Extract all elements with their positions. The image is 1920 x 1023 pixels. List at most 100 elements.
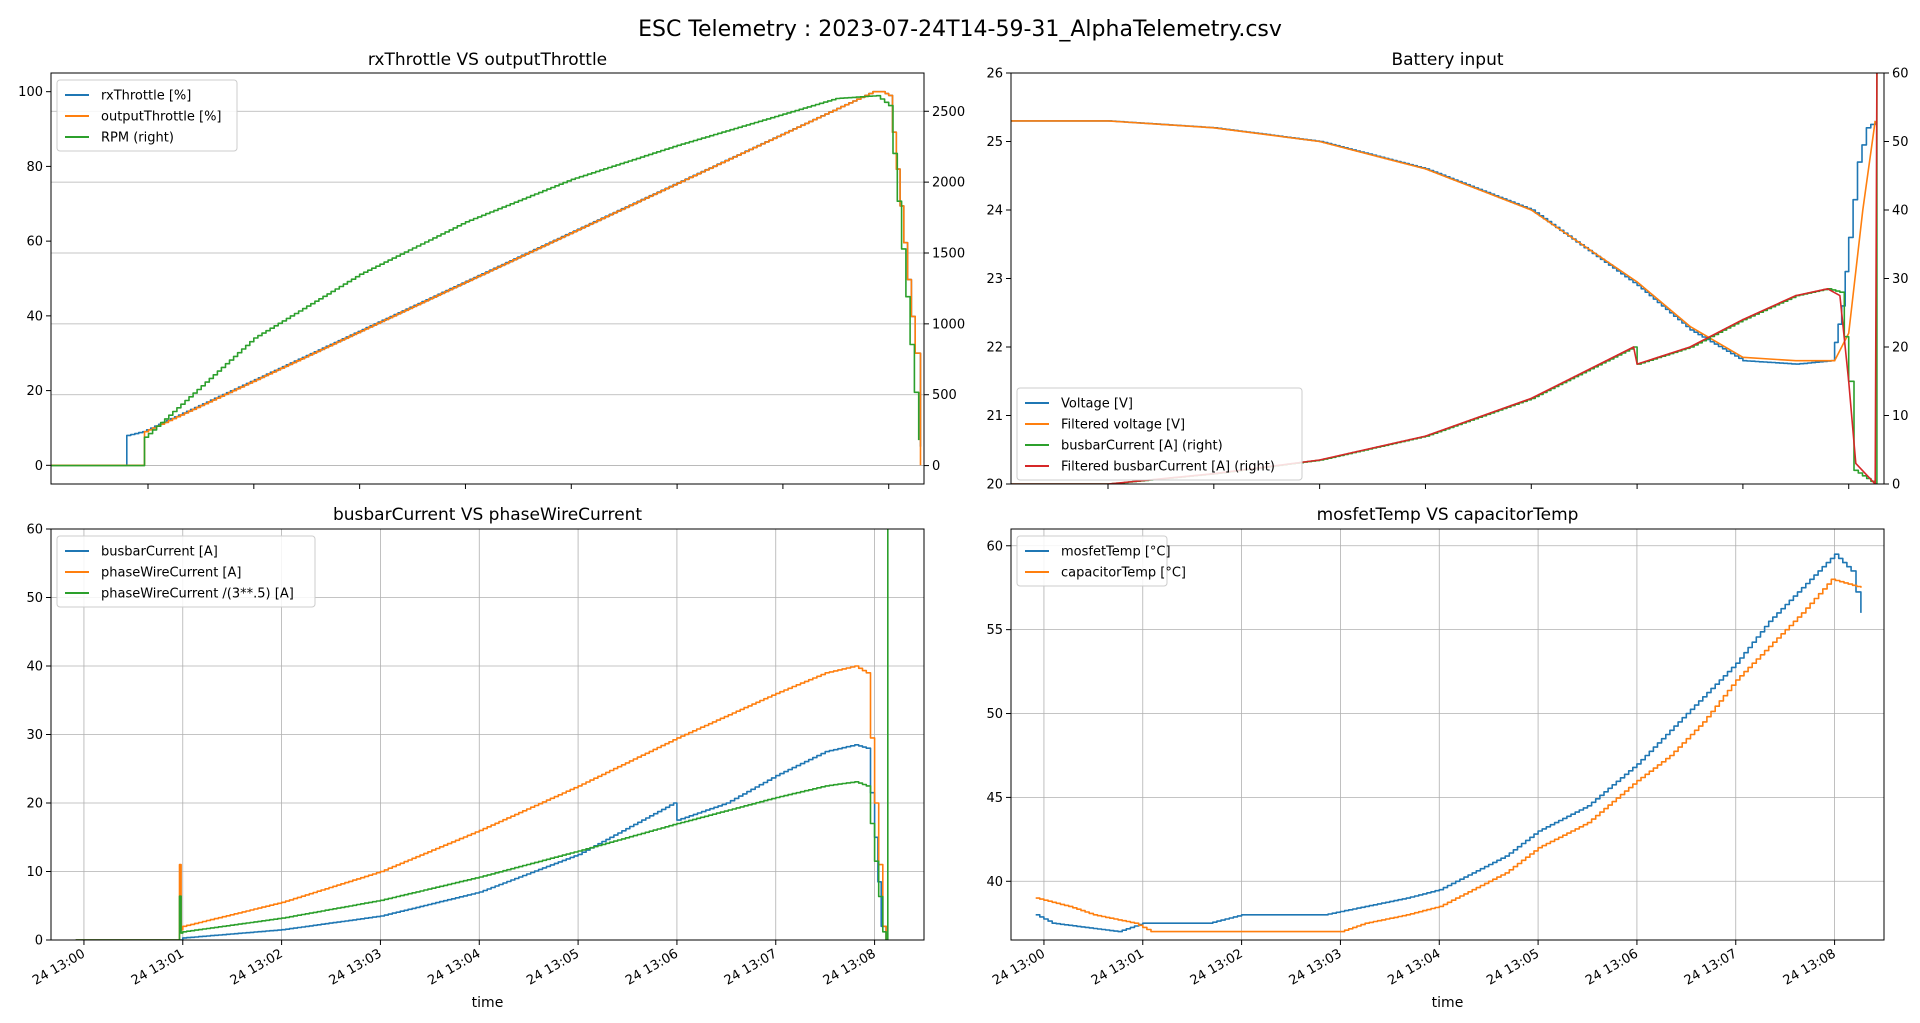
x-tick-label: 24 13:02 xyxy=(1188,946,1246,988)
panel-battery: Battery input 20 21 22 23 24 25 26 0 10 20 30 40 50 6… xyxy=(986,50,1908,493)
y-tick-label: 80 xyxy=(26,160,43,175)
x-tick-label: 24 13:05 xyxy=(524,946,582,988)
legend-box xyxy=(1016,535,1168,587)
series-line-filtered-voltage-v xyxy=(1011,120,1876,362)
x-tick-label: 24 13:04 xyxy=(425,946,483,988)
x-tick-label: 24 13:00 xyxy=(30,946,88,988)
y2-tick-label: 40 xyxy=(1892,204,1909,219)
y-tick-label: 30 xyxy=(26,728,43,743)
y2-tick-label: 1000 xyxy=(932,317,965,332)
x-tick-label: 24 13:03 xyxy=(1287,946,1345,988)
panel-current: busbarCurrent VS phaseWireCurrent 0 10 20 3… xyxy=(26,505,925,1011)
legend-box xyxy=(56,535,316,608)
y-tick-label: 40 xyxy=(26,309,43,324)
y-tick-label: 20 xyxy=(26,384,43,399)
y2-tick-label: 20 xyxy=(1892,341,1909,356)
y2-tick-label: 500 xyxy=(932,388,957,403)
axes-frame xyxy=(1010,528,1885,941)
y-tick-label: 0 xyxy=(35,459,43,474)
y-tick-label: 0 xyxy=(35,934,43,949)
panel-temps: mosfetTemp VS capacitorTemp 40 45 50 55 60 24… xyxy=(986,505,1885,1011)
y2-tick-label: 60 xyxy=(1892,67,1909,82)
series-line-phasewirecurrent-3-5-a xyxy=(75,529,889,940)
y-tick-label: 20 xyxy=(986,478,1003,493)
plot-area-current: 0 10 20 30 40 50 60 24 13:00 24 13:01 24 13:02 24 … xyxy=(26,523,925,989)
legend-label-busbarcurrent-a-right: busbarCurrent [A] (right) xyxy=(1061,439,1223,454)
x-tick-label: 24 13:03 xyxy=(327,946,385,988)
y-tick-label: 20 xyxy=(26,797,43,812)
series-line-capacitortemp-c xyxy=(1035,578,1862,933)
panel-title-current: busbarCurrent VS phaseWireCurrent xyxy=(333,505,642,525)
y-tick-label: 50 xyxy=(986,707,1003,722)
x-tick-label: 24 13:01 xyxy=(129,946,187,988)
legend-label-outputthrottle: outputThrottle [%] xyxy=(101,110,222,125)
legend-label-capacitortemp-c: capacitorTemp [°C] xyxy=(1061,566,1186,581)
x-tick-label: 24 13:02 xyxy=(228,946,286,988)
series-line-mosfettemp-c xyxy=(1035,553,1862,933)
panel-title-throttle: rxThrottle VS outputThrottle xyxy=(368,50,607,70)
series-line-outputthrottle xyxy=(51,90,922,467)
y2-tick-label: 30 xyxy=(1892,272,1909,287)
x-tick-label: 24 13:05 xyxy=(1484,946,1542,988)
y-tick-label: 23 xyxy=(986,272,1003,287)
series-line-voltage-v xyxy=(1011,120,1876,365)
series-line-phasewirecurrent-a xyxy=(75,665,887,940)
legend-throttle: rxThrottle [%] outputThrottle [%] RPM (rig… xyxy=(56,79,238,152)
legend-current: busbarCurrent [A] phaseWireCurrent [A] pha… xyxy=(56,535,316,608)
x-axis-label-current: time xyxy=(472,995,504,1011)
y-tick-label: 25 xyxy=(986,135,1003,150)
legend-label-mosfettemp-c: mosfetTemp [°C] xyxy=(1061,545,1171,560)
panel-title-battery: Battery input xyxy=(1391,50,1503,70)
legend-temps: mosfetTemp [°C] capacitorTemp [°C] xyxy=(1016,535,1186,587)
series-line-rpm-right xyxy=(51,94,920,467)
y-tick-label: 40 xyxy=(26,660,43,675)
figure-suptitle: ESC Telemetry : 2023-07-24T14-59-31_Alph… xyxy=(638,17,1282,42)
legend-label-rxthrottle: rxThrottle [%] xyxy=(101,89,191,104)
y-tick-label: 22 xyxy=(986,341,1003,356)
y-tick-label: 24 xyxy=(986,204,1003,219)
y-tick-label: 10 xyxy=(26,865,43,880)
x-tick-label: 24 13:08 xyxy=(1781,946,1839,988)
plot-area-throttle: 02040608010005001000150020002500rxThrott… xyxy=(18,72,965,489)
series-layer-temps xyxy=(1035,553,1862,933)
x-tick-label: 24 13:06 xyxy=(623,946,681,988)
x-tick-label: 24 13:00 xyxy=(990,946,1048,988)
legend-label-filtered-busbarcurrent-a-right: Filtered busbarCurrent [A] (right) xyxy=(1061,460,1275,475)
series-line-busbarcurrent-a xyxy=(75,744,887,940)
y-tick-label: 60 xyxy=(26,235,43,250)
x-tick-label: 24 13:07 xyxy=(1682,946,1740,988)
legend-label-voltage-v: Voltage [V] xyxy=(1061,397,1133,412)
legend-label-filtered-voltage-v: Filtered voltage [V] xyxy=(1061,418,1185,433)
panel-throttle: rxThrottle VS outputThrottle 0 20 40 60 80 10… xyxy=(18,50,965,489)
x-tick-label: 24 13:07 xyxy=(722,946,780,988)
series-layer-current xyxy=(75,529,889,940)
plot-area-temps: 40 45 50 55 60 24 13:00 24 13:01 24 13:02 24 13:… xyxy=(986,528,1885,989)
y2-tick-label: 0 xyxy=(932,459,940,474)
y-tick-label: 40 xyxy=(986,875,1003,890)
series-layer-throttle xyxy=(51,90,922,467)
y2-tick-label: 0 xyxy=(1892,478,1900,493)
plot-area-battery: 20 21 22 23 24 25 26 0 10 20 30 40 50 60 Voltage [V] Fi… xyxy=(986,67,1908,493)
y-tick-label: 100 xyxy=(18,85,43,100)
x-tick-label: 24 13:08 xyxy=(821,946,879,988)
legend-label-phasewirecurrent-3-5-a: phaseWireCurrent /(3**.5) [A] xyxy=(101,587,294,602)
y2-tick-label: 2000 xyxy=(932,176,965,191)
x-tick-label: 24 13:06 xyxy=(1583,946,1641,988)
y-tick-label: 45 xyxy=(986,791,1003,806)
legend-label-phasewirecurrent-a: phaseWireCurrent [A] xyxy=(101,566,241,581)
legend-label-busbarcurrent-a: busbarCurrent [A] xyxy=(101,545,218,560)
panel-title-temps: mosfetTemp VS capacitorTemp xyxy=(1317,505,1579,525)
y2-tick-label: 50 xyxy=(1892,135,1909,150)
x-tick-label: 24 13:04 xyxy=(1385,946,1443,988)
y-tick-label: 21 xyxy=(986,409,1003,424)
legend-label-rpm-right: RPM (right) xyxy=(101,131,174,146)
legend-box xyxy=(1016,387,1303,481)
x-tick-label: 24 13:01 xyxy=(1089,946,1147,988)
y-tick-label: 55 xyxy=(986,623,1003,638)
y2-tick-label: 10 xyxy=(1892,409,1909,424)
y2-tick-label: 2500 xyxy=(932,105,965,120)
y-tick-label: 60 xyxy=(986,539,1003,554)
y-tick-label: 50 xyxy=(26,591,43,606)
axes-frame xyxy=(50,72,925,485)
legend-battery: Voltage [V] Filtered voltage [V] busbarCur… xyxy=(1016,387,1303,481)
